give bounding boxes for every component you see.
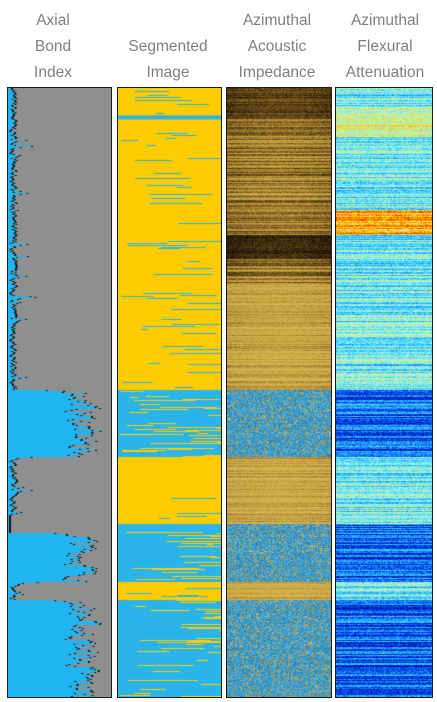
axial-bond-index-track [7, 87, 112, 698]
title-line: Axial [36, 12, 70, 29]
azimuthal-flexural-attenuation-track [335, 87, 433, 698]
title-line [113, 8, 223, 34]
azimuthal-acoustic-impedance-track [226, 87, 332, 698]
axial-bond-index-title: Axial Bond Index [2, 8, 104, 86]
title-line: Segmented [128, 38, 208, 55]
segmented-image-track [117, 87, 222, 698]
title-line: Bond [34, 38, 72, 55]
azimuthal-flexural-attenuation-title: Azimuthal Flexural Attenuation [331, 8, 437, 86]
title-line: Flexural [357, 38, 413, 55]
segmented-image-title: Segmented Image [113, 8, 223, 86]
title-line: Acoustic [247, 38, 307, 55]
azimuthal-acoustic-impedance-log-image [227, 88, 331, 697]
segmented-image-log-image [118, 88, 221, 697]
azimuthal-flexural-attenuation-log-image [336, 88, 432, 697]
title-line: Impedance [238, 64, 316, 81]
azimuthal-acoustic-impedance-title: Azimuthal Acoustic Impedance [222, 8, 332, 86]
title-line: Azimuthal [350, 12, 420, 29]
title-line: Image [146, 64, 190, 81]
title-line: Index [34, 64, 72, 81]
title-line: Azimuthal [242, 12, 312, 29]
axial-bond-index-log-image [8, 88, 111, 697]
title-line: Attenuation [345, 64, 425, 81]
